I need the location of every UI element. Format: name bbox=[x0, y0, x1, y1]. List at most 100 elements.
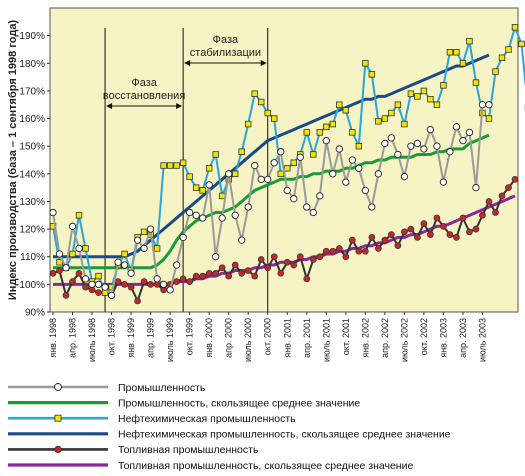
data-point bbox=[264, 109, 271, 117]
data-point bbox=[335, 145, 343, 153]
data-point bbox=[381, 236, 389, 244]
data-point bbox=[192, 184, 200, 191]
x-tick-label: апр. 1998 bbox=[68, 318, 78, 358]
phase-arrow-head bbox=[106, 103, 113, 109]
data-point bbox=[133, 236, 142, 244]
data-point bbox=[322, 137, 330, 145]
data-point bbox=[95, 289, 102, 297]
data-point bbox=[172, 261, 181, 269]
data-point bbox=[401, 228, 408, 236]
data-point bbox=[485, 101, 493, 109]
data-point bbox=[420, 87, 428, 95]
y-tick-label: 110% bbox=[20, 252, 45, 263]
data-point bbox=[218, 264, 226, 272]
data-point bbox=[439, 178, 448, 186]
data-point bbox=[466, 228, 473, 236]
legend-marker bbox=[54, 414, 62, 422]
data-point bbox=[322, 247, 330, 255]
data-point bbox=[316, 192, 324, 200]
data-point bbox=[264, 264, 272, 272]
data-point bbox=[401, 120, 408, 128]
x-tick-label: окт. 1998 bbox=[107, 318, 117, 355]
y-tick-label: 120% bbox=[19, 225, 45, 236]
data-point bbox=[485, 115, 493, 122]
data-point bbox=[251, 90, 258, 97]
data-point bbox=[355, 142, 363, 150]
data-point bbox=[95, 272, 102, 280]
data-point bbox=[414, 234, 421, 241]
data-point bbox=[303, 275, 311, 283]
data-point bbox=[146, 225, 155, 233]
data-point bbox=[479, 211, 486, 219]
x-tick-label: окт. 1999 bbox=[185, 318, 195, 355]
data-point bbox=[257, 175, 265, 183]
data-point bbox=[407, 225, 415, 233]
data-point bbox=[361, 247, 369, 255]
data-point bbox=[349, 129, 356, 136]
data-point bbox=[459, 214, 467, 222]
y-tick-label: 190% bbox=[19, 31, 45, 42]
data-point bbox=[212, 151, 219, 158]
series-4 bbox=[49, 175, 519, 305]
data-point bbox=[108, 283, 115, 291]
data-point bbox=[498, 54, 506, 61]
data-point bbox=[511, 24, 519, 31]
x-tick-label: июль 1998 bbox=[87, 318, 97, 362]
data-point bbox=[218, 214, 226, 222]
data-point bbox=[147, 281, 154, 288]
data-point bbox=[316, 253, 324, 261]
data-point bbox=[478, 101, 487, 109]
data-point bbox=[114, 278, 122, 285]
legend-label: Нефтехимическая промышленность bbox=[118, 413, 296, 425]
data-point bbox=[407, 90, 415, 97]
data-point bbox=[420, 220, 428, 227]
data-point bbox=[245, 120, 252, 128]
data-point bbox=[394, 150, 402, 159]
x-tick-label: апр. 2001 bbox=[302, 318, 312, 358]
data-point bbox=[466, 37, 473, 45]
data-point bbox=[56, 267, 63, 274]
data-point bbox=[120, 261, 129, 269]
data-point bbox=[192, 211, 200, 219]
data-point bbox=[433, 101, 441, 108]
data-point bbox=[459, 137, 467, 145]
legend-label: Топливная промышленность bbox=[118, 444, 259, 456]
data-point bbox=[511, 175, 519, 183]
data-point bbox=[355, 247, 363, 255]
y-tick-label: 170% bbox=[19, 86, 45, 97]
data-point bbox=[323, 123, 330, 131]
data-point bbox=[121, 250, 128, 258]
data-point bbox=[166, 162, 174, 169]
data-point bbox=[231, 261, 239, 269]
data-point bbox=[381, 115, 389, 122]
data-point bbox=[316, 129, 323, 136]
data-point bbox=[375, 118, 382, 125]
legend-label: Топливная промышленность, скользящее сре… bbox=[118, 460, 413, 472]
legend-label: Нефтехимическая промышленность, скользящ… bbox=[118, 429, 451, 441]
data-point bbox=[231, 211, 239, 219]
data-point bbox=[505, 46, 512, 53]
data-point bbox=[251, 161, 259, 170]
data-point bbox=[414, 93, 421, 100]
data-point bbox=[238, 236, 246, 244]
data-point bbox=[459, 60, 467, 67]
data-point bbox=[225, 272, 233, 280]
data-point bbox=[453, 49, 460, 56]
x-tick-label: окт. 2002 bbox=[419, 318, 429, 355]
legend-marker bbox=[54, 445, 62, 454]
data-point bbox=[427, 96, 434, 103]
x-tick-label: апр. 2000 bbox=[224, 318, 234, 358]
data-point bbox=[342, 107, 350, 114]
data-point bbox=[68, 222, 77, 230]
data-point bbox=[270, 253, 278, 261]
data-point bbox=[159, 280, 168, 289]
data-point bbox=[465, 128, 474, 137]
x-tick-label: янв. 1999 bbox=[126, 318, 136, 358]
data-point bbox=[440, 222, 447, 230]
data-point bbox=[186, 278, 193, 285]
data-point bbox=[114, 258, 122, 266]
legend-marker bbox=[54, 383, 62, 391]
phase-arrow-head bbox=[184, 60, 191, 66]
data-point bbox=[94, 280, 103, 289]
legend-item: Топливная промышленность bbox=[8, 444, 259, 456]
